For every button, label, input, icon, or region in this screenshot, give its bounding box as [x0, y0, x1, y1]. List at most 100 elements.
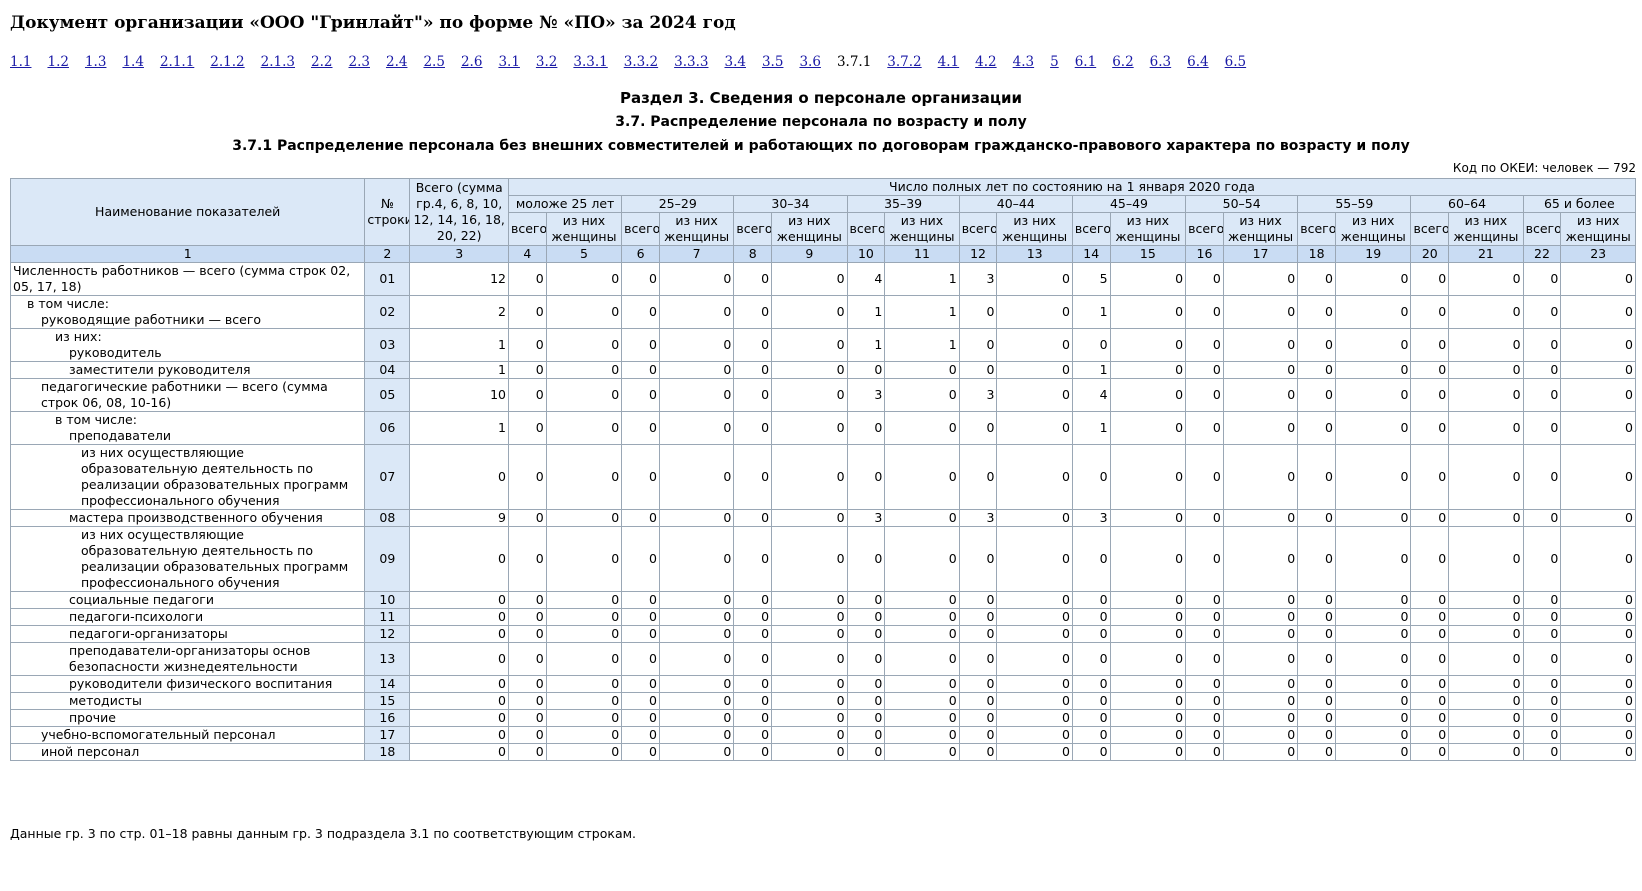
value-cell: 0	[1185, 608, 1224, 626]
row-name-sub: руководитель	[69, 345, 162, 360]
value-cell: 0	[1185, 295, 1224, 329]
value-cell: 0	[1560, 328, 1636, 362]
value-cell: 0	[771, 262, 848, 296]
nav-link-3-3-1[interactable]: 3.3.1	[573, 54, 608, 70]
value-cell: 0	[771, 411, 848, 445]
nav-link-1-1[interactable]: 1.1	[10, 54, 32, 70]
value-cell: 0	[1297, 625, 1336, 643]
nav-link-6-4[interactable]: 6.4	[1187, 54, 1209, 70]
value-cell: 3	[958, 509, 998, 527]
nav-link-2-1-3[interactable]: 2.1.3	[260, 54, 296, 70]
nav-link-2-4[interactable]: 2.4	[385, 54, 408, 70]
value-cell: 0	[996, 509, 1073, 527]
value-cell: 0	[1071, 642, 1111, 676]
value-cell: 0	[1071, 709, 1111, 727]
value-cell: 0	[958, 709, 998, 727]
header-col-number: 22	[1522, 245, 1562, 263]
row-name-cell: из них: руководитель	[9, 328, 366, 362]
value-cell: 0	[1222, 526, 1299, 592]
value-cell: 0	[996, 692, 1073, 710]
value-cell: 0	[996, 328, 1073, 362]
nav-link-6-3[interactable]: 6.3	[1149, 54, 1172, 70]
value-cell: 0	[1109, 642, 1187, 676]
value-cell: 0	[545, 378, 623, 412]
nav-link-3-5[interactable]: 3.5	[761, 54, 784, 70]
value-cell: 0	[1522, 709, 1562, 727]
value-cell: 0	[658, 675, 735, 693]
value-cell: 0	[1448, 378, 1524, 412]
nav-link-2-1-2[interactable]: 2.1.2	[210, 54, 245, 70]
value-cell: 0	[1448, 526, 1524, 592]
value-cell: 0	[1448, 692, 1524, 710]
value-cell: 0	[1448, 625, 1524, 643]
value-cell: 0	[1185, 378, 1224, 412]
value-cell: 0	[958, 743, 998, 761]
value-cell: 0	[996, 411, 1073, 445]
nav-link-6-1[interactable]: 6.1	[1074, 54, 1097, 70]
nav-link-3-3-2[interactable]: 3.3.2	[623, 54, 659, 70]
nav-link-3-7-2[interactable]: 3.7.2	[887, 54, 922, 70]
value-cell: 1	[884, 262, 960, 296]
value-cell: 0	[1222, 743, 1299, 761]
value-cell: 0	[1297, 726, 1336, 744]
value-cell: 0	[1522, 361, 1562, 379]
row-code: 01	[364, 262, 411, 296]
value-cell: 0	[658, 328, 735, 362]
nav-link-3-2[interactable]: 3.2	[535, 54, 558, 70]
value-cell: 0	[1334, 625, 1412, 643]
nav-link-1-2[interactable]: 1.2	[47, 54, 69, 70]
nav-link-4-2[interactable]: 4.2	[975, 54, 997, 70]
value-cell: 0	[1185, 526, 1224, 592]
value-cell: 0	[846, 692, 886, 710]
value-cell: 0	[1410, 328, 1450, 362]
row-code: 12	[364, 625, 411, 643]
header-sub-women: из них женщины	[1222, 212, 1299, 246]
value-cell: 0	[733, 591, 773, 609]
value-cell: 0	[658, 726, 735, 744]
nav-link-5[interactable]: 5	[1050, 54, 1059, 70]
value-cell: 0	[1109, 361, 1187, 379]
header-sub-women: из них женщины	[545, 212, 623, 246]
header-col-number: 20	[1410, 245, 1450, 263]
value-cell: 0	[658, 378, 735, 412]
value-cell: 0	[545, 709, 623, 727]
value-cell: 0	[1222, 444, 1299, 510]
nav-link-2-5[interactable]: 2.5	[423, 54, 445, 70]
value-cell: 0	[1185, 328, 1224, 362]
row-name: преподаватели-организаторы основ безопас…	[69, 643, 311, 675]
nav-link-2-2[interactable]: 2.2	[311, 54, 333, 70]
header-age-group: 60–64	[1410, 195, 1524, 213]
value-cell: 0	[1560, 444, 1636, 510]
table-row: в том числе: руководящие работники — всег…	[9, 295, 1636, 329]
value-cell: 0	[1522, 675, 1562, 693]
nav-link-6-2[interactable]: 6.2	[1112, 54, 1134, 70]
value-cell: 0	[1522, 328, 1562, 362]
value-cell: 0	[996, 295, 1073, 329]
table-row: педагогические работники — всего (сумма …	[9, 378, 1636, 412]
nav-link-3-1[interactable]: 3.1	[498, 54, 520, 70]
nav-link-1-4[interactable]: 1.4	[122, 54, 144, 70]
nav-link-2-1-1[interactable]: 2.1.1	[159, 54, 195, 70]
value-cell: 0	[996, 709, 1073, 727]
nav-link-1-3[interactable]: 1.3	[84, 54, 107, 70]
row-name: педагоги-психологи	[69, 609, 204, 625]
value-cell: 0	[1071, 625, 1111, 643]
nav-link-3-6[interactable]: 3.6	[799, 54, 821, 70]
value-cell: 0	[545, 642, 623, 676]
value-cell: 0	[409, 709, 509, 727]
value-cell: 0	[507, 295, 547, 329]
value-cell: 0	[771, 378, 848, 412]
nav-link-4-3[interactable]: 4.3	[1012, 54, 1035, 70]
header-sub-women: из них женщины	[1448, 212, 1524, 246]
nav-link-3-4[interactable]: 3.4	[724, 54, 746, 70]
nav-link-2-6[interactable]: 2.6	[460, 54, 483, 70]
value-cell: 0	[1334, 328, 1412, 362]
nav-link-6-5[interactable]: 6.5	[1224, 54, 1247, 70]
value-cell: 0	[545, 444, 623, 510]
value-cell: 0	[1410, 675, 1450, 693]
nav-link-2-3[interactable]: 2.3	[348, 54, 370, 70]
header-col-number: 9	[771, 245, 848, 263]
header-age-group: 45–49	[1071, 195, 1187, 213]
nav-link-3-3-3[interactable]: 3.3.3	[674, 54, 709, 70]
nav-link-4-1[interactable]: 4.1	[937, 54, 960, 70]
